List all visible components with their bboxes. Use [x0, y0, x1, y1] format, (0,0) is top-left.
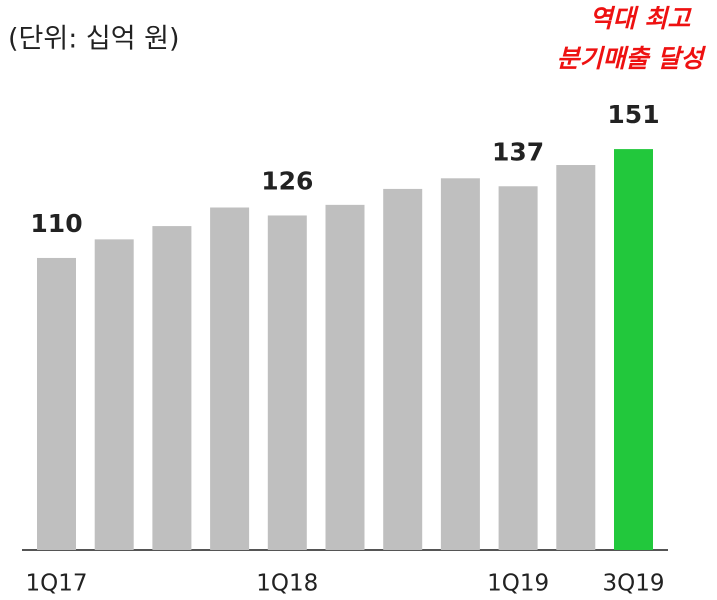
bar: [210, 207, 250, 550]
value-label: 110: [30, 209, 82, 238]
bar: [325, 204, 365, 550]
bar: [614, 149, 653, 550]
value-label: 137: [492, 137, 544, 166]
value-label: 151: [607, 100, 659, 129]
x-tick-label: 1Q18: [256, 571, 318, 597]
bar: [37, 257, 76, 550]
bar: [383, 188, 423, 551]
bar: [440, 178, 480, 551]
bar: [152, 226, 192, 550]
unit-label: (단위: 십억 원): [8, 24, 180, 55]
x-tick-label: 3Q19: [602, 571, 664, 597]
bar: [498, 186, 538, 550]
x-tick-label: 1Q19: [487, 571, 549, 597]
bar: [556, 165, 596, 550]
annotation: 역대 최고: [590, 4, 693, 33]
x-tick-label: 1Q17: [25, 571, 87, 597]
bar: [94, 239, 134, 551]
value-label: 126: [261, 166, 313, 195]
bar: [267, 215, 307, 550]
annotation: 분기매출 달성: [557, 44, 707, 73]
